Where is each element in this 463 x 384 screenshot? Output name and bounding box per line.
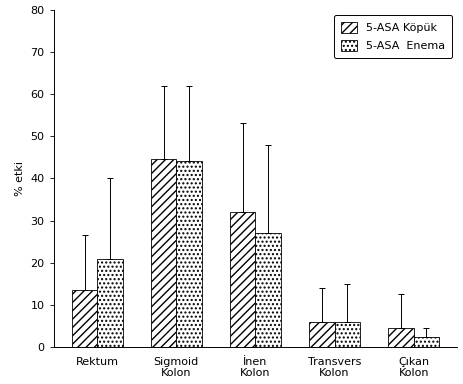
Y-axis label: % etki: % etki xyxy=(15,161,25,196)
Bar xyxy=(151,159,176,347)
Bar xyxy=(230,212,256,347)
Bar xyxy=(309,322,335,347)
Legend: 5-ASA Köpük, 5-ASA  Enema: 5-ASA Köpük, 5-ASA Enema xyxy=(334,15,452,58)
Bar xyxy=(72,290,97,347)
Bar xyxy=(335,322,360,347)
Bar xyxy=(176,161,202,347)
Bar xyxy=(256,233,281,347)
Bar xyxy=(97,258,123,347)
Bar xyxy=(414,336,439,347)
Bar xyxy=(388,328,414,347)
